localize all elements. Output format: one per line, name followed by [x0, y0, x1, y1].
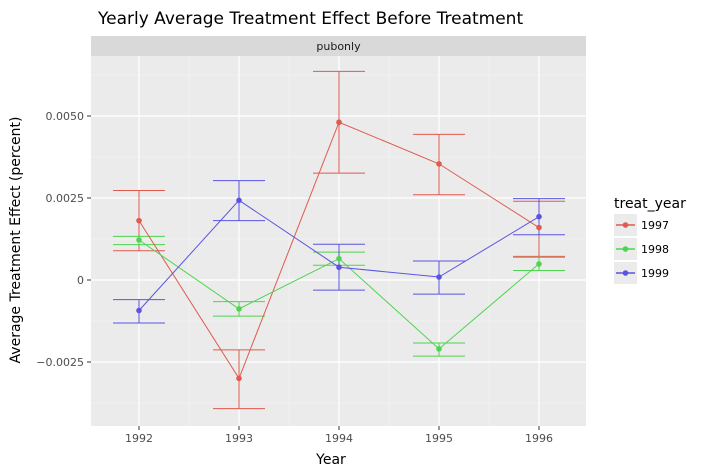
- series-1997-point: [536, 224, 542, 231]
- series-1999-point: [536, 213, 542, 220]
- y-axis-title: Average Treatment Effect (percent): [8, 117, 24, 364]
- legend-key-point: [622, 246, 629, 252]
- series-1999-point: [236, 197, 242, 204]
- series-1999-point: [136, 307, 142, 314]
- x-tick-label: 1995: [425, 432, 453, 445]
- series-1998-point: [536, 261, 542, 267]
- y-axis: −0.0025 0 0.0025 0.0050: [36, 110, 91, 369]
- series-1999-point: [436, 274, 442, 280]
- x-tick-label: 1996: [525, 432, 553, 445]
- y-tick-label: 0.0025: [46, 192, 85, 205]
- series-points: [136, 119, 542, 382]
- x-axis: 1992 1993 1994 1995 1996: [125, 426, 553, 445]
- series-1998-point: [236, 306, 242, 312]
- series-1997-point: [236, 375, 242, 382]
- grid: [91, 56, 586, 426]
- y-tick-label: 0.0050: [46, 110, 85, 123]
- series-1997-point: [336, 119, 342, 126]
- series-1999-point: [336, 264, 342, 271]
- legend: treat_year 1997 1998 1999: [614, 196, 686, 284]
- legend-label: 1997: [641, 219, 669, 232]
- facet-label: pubonly: [316, 40, 361, 53]
- chart-title: Yearly Average Treatment Effect Before T…: [97, 9, 523, 29]
- y-tick-label: −0.0025: [36, 356, 84, 369]
- legend-label: 1999: [641, 267, 669, 280]
- legend-key-point: [622, 270, 629, 276]
- legend-label: 1998: [641, 243, 669, 256]
- legend-item-1999: 1999: [614, 262, 669, 284]
- series-1997-point: [436, 161, 442, 167]
- legend-item-1998: 1998: [614, 238, 669, 260]
- x-axis-title: Year: [315, 452, 346, 468]
- legend-title: treat_year: [614, 196, 686, 212]
- series-1998-point: [136, 237, 142, 243]
- facet-strip: pubonly: [91, 36, 586, 56]
- series-1998-point: [336, 255, 342, 262]
- x-tick-label: 1992: [125, 432, 153, 445]
- series-1998-point: [436, 346, 442, 352]
- y-tick-label: 0: [77, 274, 84, 287]
- legend-item-1997: 1997: [614, 214, 669, 236]
- x-tick-label: 1993: [225, 432, 253, 445]
- x-tick-label: 1994: [325, 432, 353, 445]
- series-1997-point: [136, 217, 142, 224]
- legend-key-point: [622, 222, 629, 228]
